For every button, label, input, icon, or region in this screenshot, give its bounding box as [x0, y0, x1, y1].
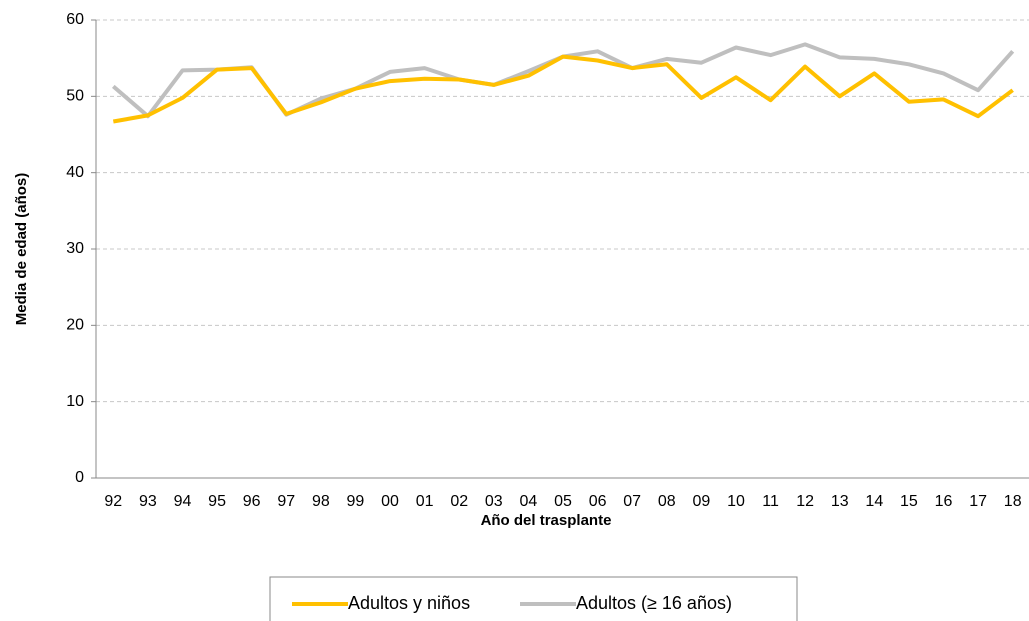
x-tick-label: 03: [485, 493, 503, 510]
y-tick-label: 20: [66, 317, 84, 334]
x-tick-label: 14: [865, 493, 883, 510]
y-tick-label: 30: [66, 240, 84, 257]
x-tick-label: 11: [762, 493, 779, 510]
x-tick-label: 13: [831, 493, 849, 510]
legend-label: Adultos y niños: [348, 593, 470, 613]
x-tick-label: 99: [347, 493, 365, 510]
y-tick-label: 10: [66, 393, 84, 410]
x-tick-label: 96: [243, 493, 261, 510]
y-tick-label: 40: [66, 164, 84, 181]
x-tick-label: 07: [623, 493, 641, 510]
x-tick-label: 00: [381, 493, 399, 510]
x-tick-label: 04: [520, 493, 538, 510]
x-tick-label: 18: [1004, 493, 1022, 510]
x-tick-label: 97: [277, 493, 295, 510]
legend-box: [269, 576, 798, 621]
x-tick-label: 17: [969, 493, 987, 510]
series-line: [112, 54, 1014, 124]
x-tick-label: 12: [796, 493, 814, 510]
x-tick-label: 06: [589, 493, 607, 510]
x-tick-label: 01: [416, 493, 434, 510]
y-axis-label: Media de edad (años): [13, 173, 30, 326]
x-tick-label: 15: [900, 493, 918, 510]
y-tick-label: 60: [66, 11, 84, 28]
x-tick-label: 10: [727, 493, 745, 510]
x-tick-label: 94: [174, 493, 192, 510]
x-tick-label: 16: [935, 493, 953, 510]
x-tick-label: 02: [450, 493, 468, 510]
x-axis-label: Año del trasplante: [481, 512, 612, 529]
x-tick-label: 93: [139, 493, 157, 510]
x-tick-label: 08: [658, 493, 676, 510]
x-tick-label: 92: [104, 493, 122, 510]
y-tick-label: 50: [66, 88, 84, 105]
x-tick-label: 05: [554, 493, 572, 510]
x-tick-label: 09: [692, 493, 710, 510]
legend-label: Adultos (≥ 16 años): [576, 593, 732, 613]
x-tick-label: 98: [312, 493, 330, 510]
x-tick-label: 95: [208, 493, 226, 510]
y-tick-label: 0: [75, 469, 84, 486]
